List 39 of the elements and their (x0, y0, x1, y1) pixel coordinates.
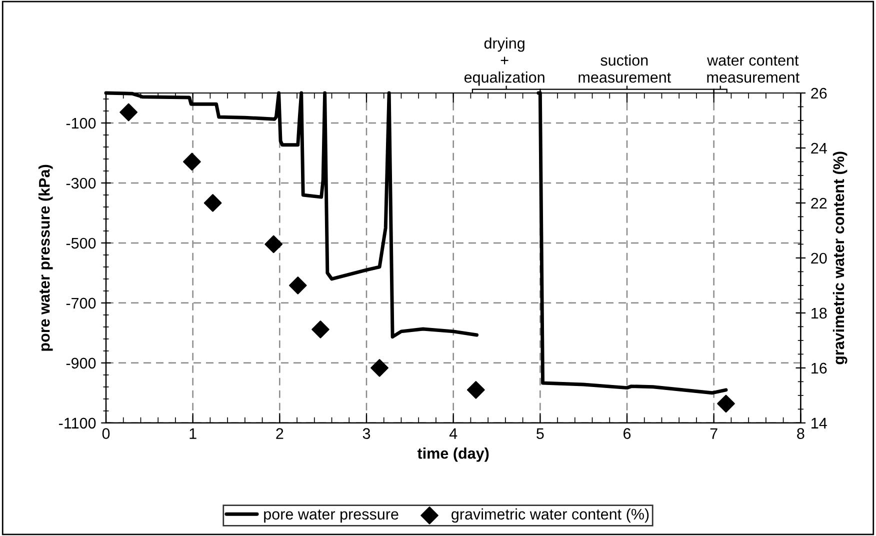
point (120, 103, 138, 122)
point (466, 381, 485, 399)
point (264, 235, 282, 254)
y-tick-label: -100 (66, 118, 96, 129)
y2-axis-title: gravimetric water content (%) (832, 152, 848, 364)
point (370, 359, 388, 377)
x-tick-label: 5 (536, 428, 544, 439)
y-tick-label: -500 (66, 238, 96, 249)
y2-tick-label: 22 (811, 198, 827, 208)
y-axis-title: pore water pressure (kPa) (38, 164, 53, 351)
x-tick-label: 0 (102, 428, 110, 439)
point (183, 152, 201, 171)
point (204, 194, 222, 212)
point (717, 394, 735, 413)
legend-label: gravimetric water content (%) (452, 508, 649, 523)
x-tick-label: 6 (624, 428, 631, 439)
legend-label: pore water pressure (264, 510, 398, 523)
text: suction measurement (578, 54, 671, 83)
point (312, 320, 330, 338)
text: water content measurement (707, 56, 800, 83)
y2-tick-label: 24 (811, 142, 827, 154)
y-tick-label: -900 (66, 358, 96, 369)
y-tick-label: -700 (66, 298, 96, 309)
y-tick-label: -1100 (59, 418, 96, 429)
y2-tick-label: 16 (812, 362, 827, 374)
x-tick-label: 4 (449, 428, 458, 439)
y-tick-label: -300 (66, 178, 96, 189)
point (288, 276, 307, 294)
text: drying + equalization (464, 37, 544, 86)
x-axis-title: time (day) (417, 448, 489, 462)
y2-tick-label: 20 (811, 252, 827, 264)
y2-tick-label: 26 (811, 88, 827, 99)
x-tick-label: 2 (276, 428, 284, 439)
x-tick-label: 7 (710, 428, 718, 439)
y2-tick-label: 14 (812, 418, 827, 428)
x-tick-label: 3 (362, 428, 370, 439)
x-tick-label: 8 (797, 428, 804, 439)
y2-tick-label: 18 (812, 308, 827, 319)
x-tick-label: 1 (190, 428, 196, 439)
